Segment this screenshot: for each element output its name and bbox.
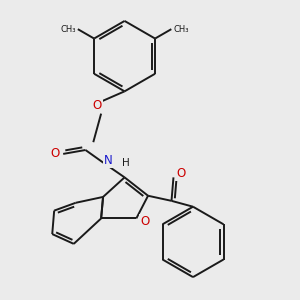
Text: N: N — [104, 154, 112, 167]
Text: CH₃: CH₃ — [173, 25, 189, 34]
Text: CH₃: CH₃ — [60, 25, 76, 34]
Text: O: O — [140, 215, 149, 228]
Text: O: O — [176, 167, 185, 180]
Text: O: O — [50, 147, 59, 161]
Text: H: H — [122, 158, 130, 168]
Text: O: O — [93, 98, 102, 112]
